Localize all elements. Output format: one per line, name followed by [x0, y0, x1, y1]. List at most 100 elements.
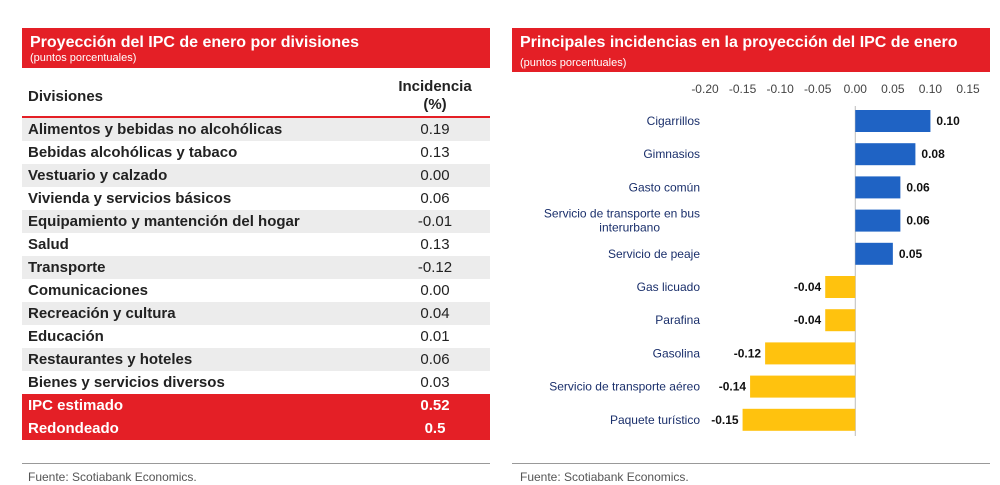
division-name: Restaurantes y hoteles [22, 348, 380, 371]
col-header-incidencia-label: Incidencia [398, 78, 472, 95]
incidences-header: Principales incidencias en la proyección… [512, 28, 990, 72]
right-source: Fuente: Scotiabank Economics. [520, 470, 689, 484]
bar [742, 408, 856, 431]
division-name: Alimentos y bebidas no alcohólicas [22, 116, 380, 141]
divisions-subtitle: (puntos porcentuales) [30, 52, 137, 64]
table-row: Salud 0.13 [22, 233, 490, 256]
right-divider [512, 463, 990, 464]
division-name: Equipamiento y mantención del hogar [22, 210, 380, 233]
table-row: Recreación y cultura 0.04 [22, 302, 490, 325]
table-row: Educación 0.01 [22, 325, 490, 348]
category-label: Gasto común [629, 180, 700, 194]
x-tick-label: 0.15 [956, 82, 980, 96]
category-label: Servicio de transporte aéreo [549, 380, 700, 394]
divisions-header: Proyección del IPC de enero por division… [22, 28, 490, 68]
division-name: Recreación y cultura [22, 302, 380, 325]
bar [750, 375, 856, 398]
table-row: Vestuario y calzado 0.00 [22, 164, 490, 187]
table-row: Bienes y servicios diversos 0.03 [22, 371, 490, 394]
category-label: Paquete turístico [610, 413, 700, 427]
table-row: Alimentos y bebidas no alcohólicas 0.19 [22, 116, 490, 141]
division-value: 0.00 [420, 282, 450, 299]
divisions-table-body: Alimentos y bebidas no alcohólicas 0.19 Be… [22, 116, 490, 440]
division-value: 0.03 [420, 374, 450, 391]
bar [825, 309, 856, 332]
left-source: Fuente: Scotiabank Economics. [28, 470, 197, 484]
data-label: -0.04 [794, 313, 822, 327]
bar [855, 242, 893, 265]
division-name: Transporte [22, 256, 380, 279]
divisions-title: Proyección del IPC de enero por division… [30, 34, 359, 51]
col-header-incidencia-unit: (%) [423, 96, 447, 113]
data-label: 0.10 [936, 114, 960, 128]
x-tick-label: -0.20 [691, 82, 719, 96]
division-name: Vestuario y calzado [22, 164, 380, 187]
division-value: 0.13 [420, 144, 450, 161]
division-value: 0.00 [380, 164, 490, 187]
division-value: 0.04 [380, 302, 490, 325]
division-value: 0.06 [420, 190, 450, 207]
total-value: 0.5 [380, 417, 490, 440]
category-label: Parafina [655, 313, 700, 327]
division-value: 0.06 [380, 348, 490, 371]
table-row: Vivienda y servicios básicos 0.06 [22, 187, 490, 210]
x-tick-label: 0.10 [919, 82, 943, 96]
table-row: Bebidas alcohólicas y tabaco 0.13 [22, 141, 490, 164]
bar [855, 176, 901, 199]
category-label: Gas licuado [637, 280, 701, 294]
division-name: Bebidas alcohólicas y tabaco [28, 144, 238, 161]
bar [855, 143, 916, 166]
data-label: 0.05 [899, 247, 923, 261]
category-label: interurbano [599, 221, 660, 235]
category-label: Gimnasios [643, 147, 700, 161]
data-label: -0.14 [719, 380, 747, 394]
data-label: -0.04 [794, 280, 822, 294]
total-row: Redondeado 0.5 [22, 417, 490, 440]
division-value: -0.12 [380, 256, 490, 279]
left-divider [22, 463, 490, 464]
divisions-table: Divisiones Incidencia (%) Alimentos y be… [22, 76, 490, 440]
division-value: 0.01 [420, 328, 450, 345]
x-tick-label: -0.05 [804, 82, 832, 96]
division-name: Educación [28, 328, 104, 345]
division-value: -0.01 [380, 210, 490, 233]
data-label: -0.12 [734, 346, 762, 360]
data-label: 0.06 [906, 180, 930, 194]
incidences-bar-chart: -0.20 -0.15 -0.10 -0.05 0.00 0.05 0.10 0.15 0.10… [544, 82, 980, 436]
division-name: Comunicaciones [28, 282, 149, 299]
total-row: IPC estimado 0.52 [22, 394, 490, 417]
data-label: 0.06 [906, 214, 930, 228]
table-row: Restaurantes y hoteles 0.06 [22, 348, 490, 371]
incidences-panel: Principales incidencias en la proyección… [512, 28, 990, 72]
category-label: Gasolina [653, 346, 701, 360]
division-name: Vivienda y servicios básicos [28, 190, 232, 207]
col-header-divisiones: Divisiones [28, 87, 104, 105]
category-label: Servicio de peaje [608, 247, 700, 261]
x-tick-label: -0.15 [729, 82, 757, 96]
table-row: Transporte -0.12 [22, 256, 490, 279]
bar [825, 276, 856, 298]
total-name: IPC estimado [22, 394, 380, 417]
x-tick-label: 0.00 [844, 82, 868, 96]
data-label: -0.15 [711, 413, 739, 427]
division-value: 0.13 [420, 236, 450, 253]
division-value: 0.19 [380, 116, 490, 141]
division-name: Bienes y servicios diversos [28, 374, 225, 391]
data-label: 0.08 [921, 147, 945, 161]
total-name: Redondeado [22, 417, 380, 440]
col-header-incidencia: Incidencia (%) [380, 76, 490, 117]
table-row: Comunicaciones 0.00 [22, 279, 490, 302]
category-label: Cigarrillos [647, 114, 700, 128]
incidences-title-text: Principales incidencias en la proyección… [520, 34, 958, 51]
total-value: 0.52 [380, 394, 490, 417]
division-name: Salud [28, 236, 69, 253]
x-tick-label: -0.10 [766, 82, 794, 96]
table-row: Equipamiento y mantención del hogar -0.01 [22, 210, 490, 233]
x-tick-label: 0.05 [881, 82, 905, 96]
category-label: Servicio de transporte en bus [544, 207, 700, 221]
bar [855, 209, 901, 232]
incidences-subtitle: (puntos porcentuales) [520, 57, 627, 69]
divisions-panel: Proyección del IPC de enero por division… [22, 28, 490, 440]
incidences-title: Principales incidencias en la proyección… [520, 33, 982, 71]
bar [765, 342, 856, 365]
